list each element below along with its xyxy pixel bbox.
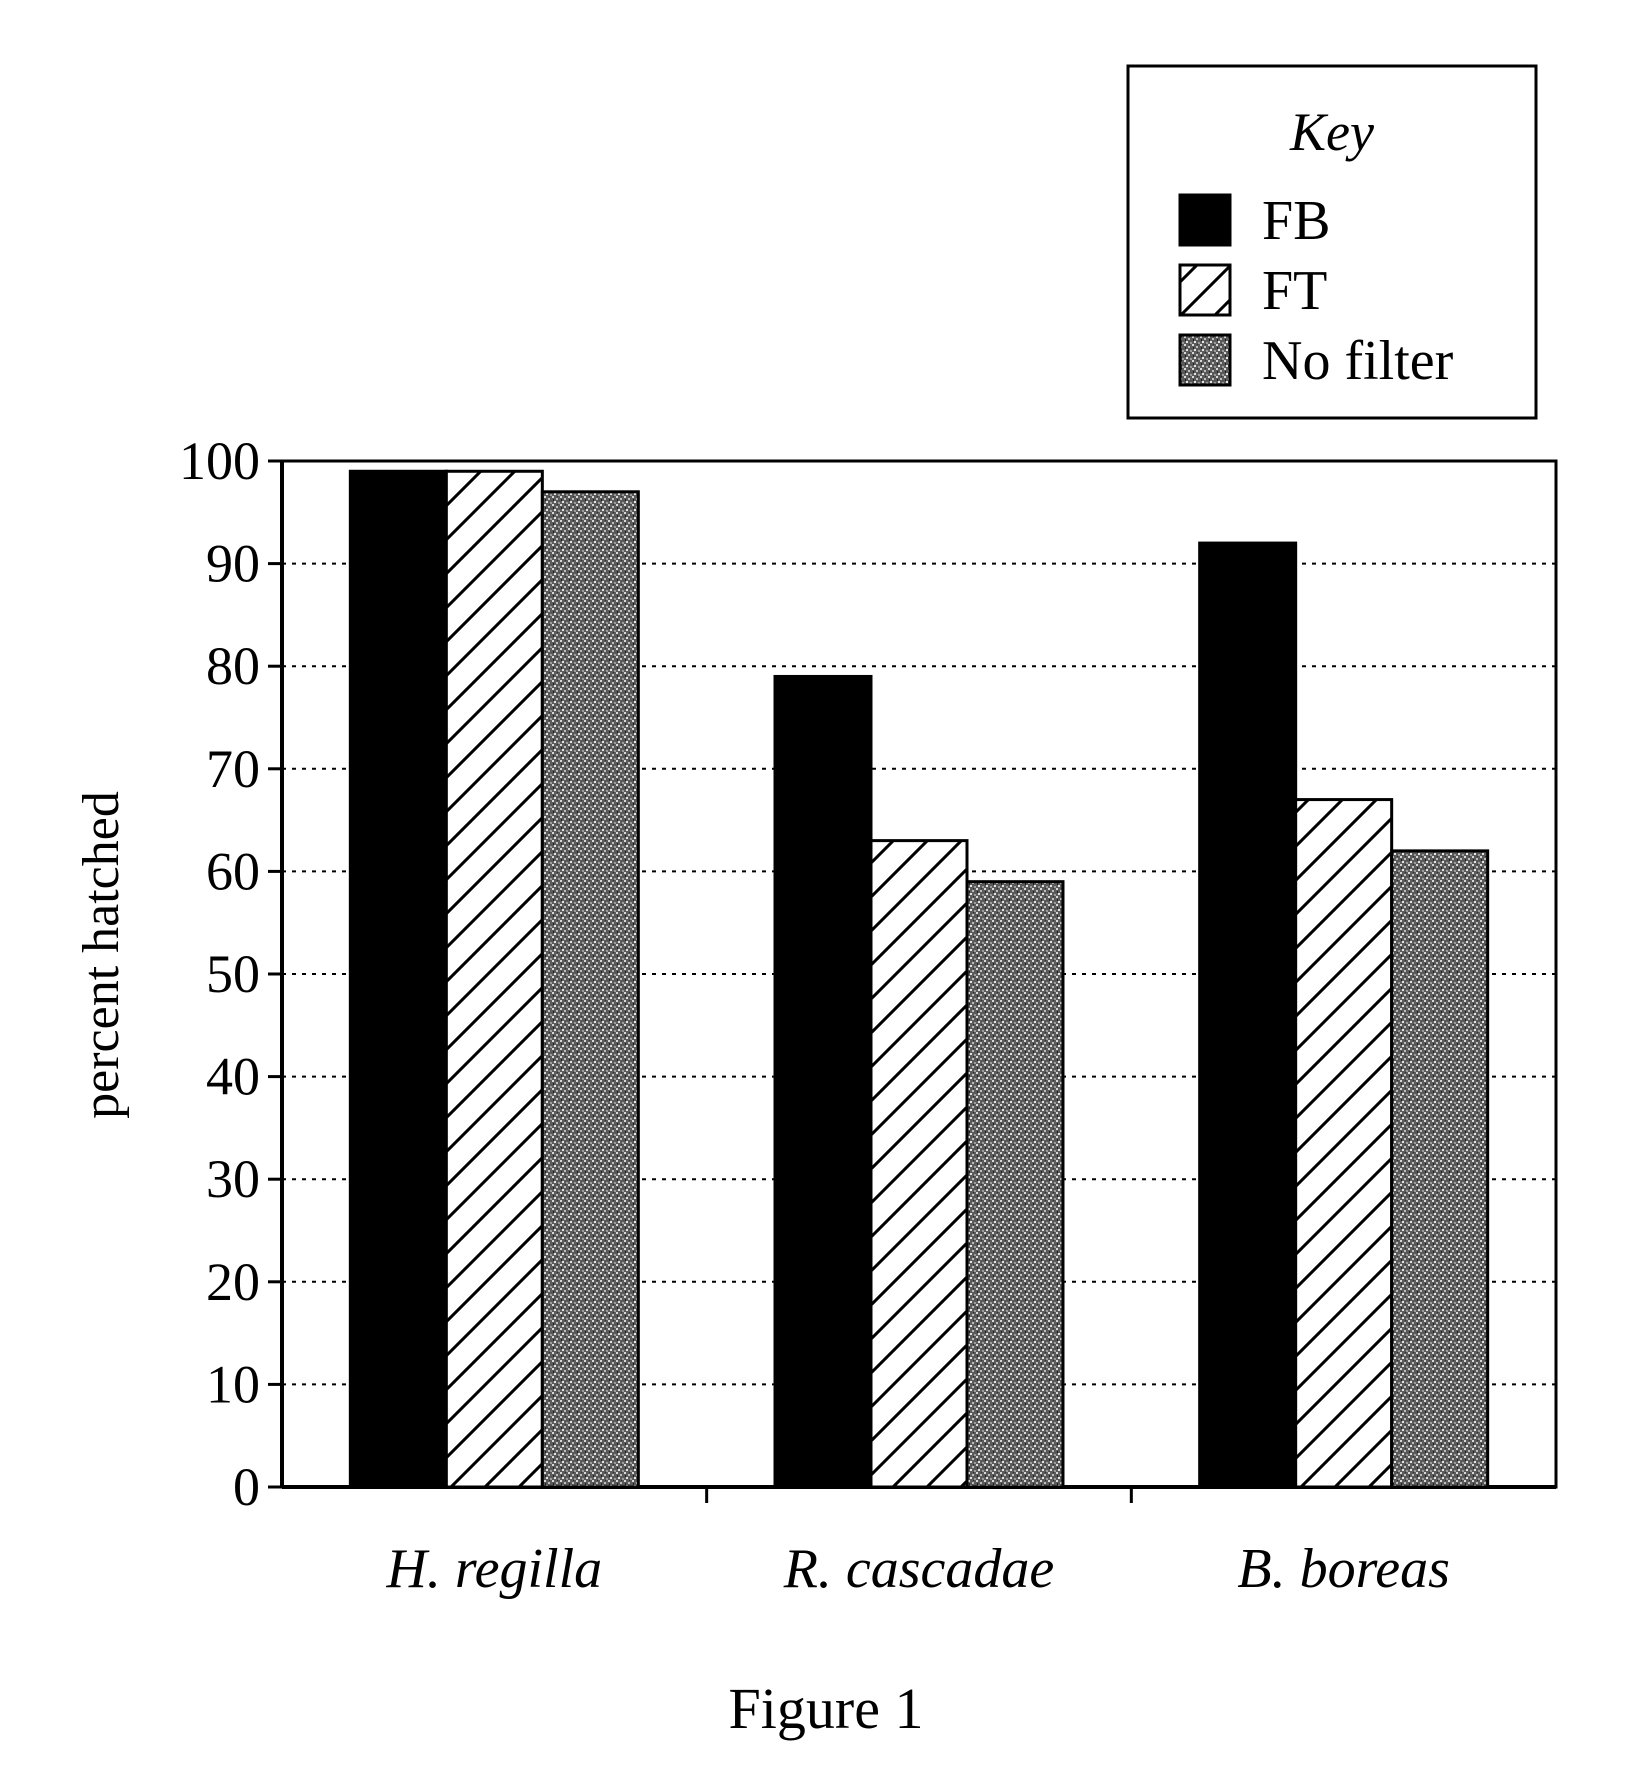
y-axis-ticks: 0 10 20 30 40 50 60 70 80 90 100 xyxy=(179,431,282,1517)
y-tick-label: 50 xyxy=(206,944,260,1004)
bars xyxy=(348,469,1490,1489)
figure-caption: Figure 1 xyxy=(729,1676,924,1741)
legend: Key FB FT No filter xyxy=(1126,64,1538,420)
y-tick-label: 90 xyxy=(206,534,260,594)
bar-ft xyxy=(444,469,544,1489)
bar-fb xyxy=(1198,541,1298,1489)
legend-swatch xyxy=(1178,193,1232,247)
legend-label: FB xyxy=(1262,190,1331,252)
bar-fb xyxy=(773,674,873,1489)
bar-no-filter xyxy=(1390,849,1490,1489)
legend-swatch xyxy=(1178,333,1232,387)
y-tick-label: 60 xyxy=(206,841,260,901)
y-tick-label: 30 xyxy=(206,1149,260,1209)
legend-title: Key xyxy=(1289,102,1374,162)
legend-label: FT xyxy=(1262,260,1327,322)
x-category-label: H. regilla xyxy=(385,1538,602,1600)
y-tick-label: 100 xyxy=(179,431,260,491)
y-tick-label: 80 xyxy=(206,636,260,696)
y-tick-label: 20 xyxy=(206,1252,260,1312)
legend-label: No filter xyxy=(1262,330,1454,392)
bar-ft xyxy=(1294,798,1394,1489)
y-tick-label: 40 xyxy=(206,1047,260,1107)
legend-swatch xyxy=(1178,263,1232,317)
bar-no-filter xyxy=(540,490,640,1489)
y-tick-label: 0 xyxy=(233,1457,260,1517)
bar-no-filter xyxy=(965,880,1065,1489)
x-axis-categories: H. regilla R. cascadae B. boreas xyxy=(385,1487,1450,1600)
x-category-label: R. cascadae xyxy=(783,1538,1055,1600)
bar-fb xyxy=(348,469,448,1489)
bar-ft xyxy=(869,839,969,1489)
y-tick-label: 70 xyxy=(206,739,260,799)
y-axis-label: percent hatched xyxy=(73,791,130,1119)
x-category-label: B. boreas xyxy=(1237,1538,1450,1600)
y-tick-label: 10 xyxy=(206,1354,260,1414)
